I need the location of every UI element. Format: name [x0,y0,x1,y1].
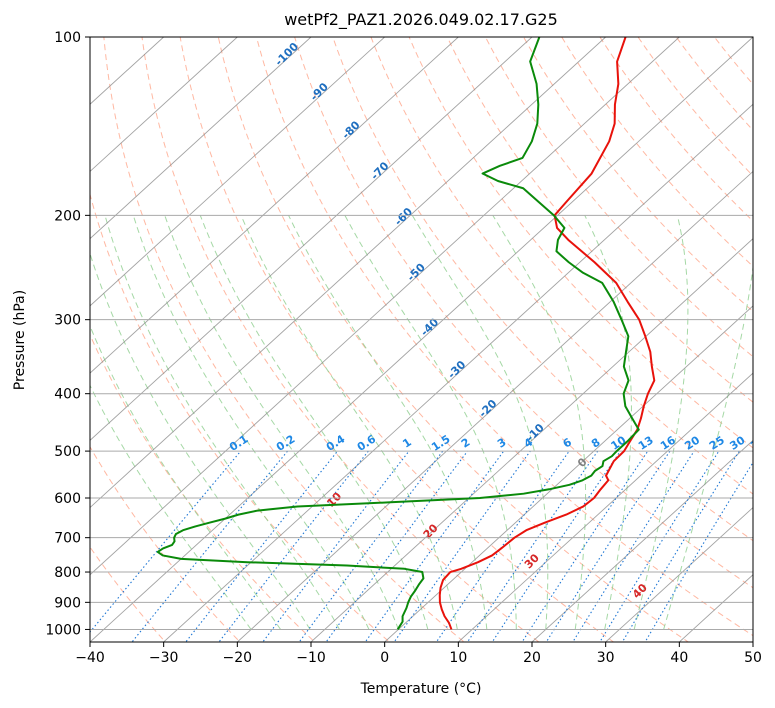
chart-title: wetPf2_PAZ1.2026.049.02.17.G25 [284,10,558,30]
mixing-ratio-label: 36 [748,433,768,452]
dry-adiabat-line [90,333,316,642]
isotherm-line [90,37,533,441]
data-series [156,37,656,630]
isotherm-line [384,305,753,642]
dry-adiabat-line [141,37,540,642]
y-tick-label: 100 [54,30,81,46]
y-tick-label: 1000 [45,622,81,638]
dry-adiabat-line [217,37,690,642]
dry-adiabat-line [294,37,753,589]
mixing-ratio-line [521,450,649,642]
y-tick-label: 300 [54,313,81,329]
x-axis: −40 −30 −20 −10 0 10 20 30 40 50 [75,642,762,666]
x-tick-label: −10 [296,650,326,666]
y-tick-label: 800 [54,565,81,581]
dry-adiabat-line [637,37,753,177]
dry-adiabat-line [90,192,391,642]
isotherm-line [90,37,680,576]
x-tick-label: 0 [380,650,389,666]
x-tick-label: 30 [597,650,615,666]
x-tick-label: 20 [523,650,541,666]
mixing-ratio-line [364,450,505,642]
dry-adiabat-line [523,37,753,313]
x-tick-label: 50 [744,650,762,666]
y-tick-label: 700 [54,531,81,547]
mixing-ratio-line [218,450,369,642]
mixing-ratio-line [435,450,570,642]
x-tick-label: 40 [670,650,688,666]
isotherm-line [90,37,753,642]
isotherm-line [605,506,753,642]
y-tick-label: 600 [54,491,81,507]
y-tick-label: 900 [54,595,81,611]
mixing-ratio-line [644,461,753,642]
isotherm-line [531,439,753,642]
temperature-profile-line [438,37,656,630]
isotherm-line [90,37,312,240]
isotherm-line [90,37,459,374]
dry-adiabat-line [90,546,166,642]
moist-adiabat-line [663,263,753,630]
dry-adiabat-line [561,37,753,267]
x-tick-label: −20 [223,650,253,666]
y-axis: 1000 900 800 700 600 500 400 300 200 100 [45,30,90,638]
mixing-ratio-line [393,450,531,642]
x-tick-label: 10 [449,650,467,666]
isotherm-line [90,37,606,509]
moist-adiabat-line [104,215,340,630]
mixing-ratio-line [545,450,671,642]
y-axis-label: Pressure (hPa) [12,290,28,390]
dry-adiabat-line [446,37,753,403]
x-tick-label: −40 [75,650,105,666]
plot-frame [89,36,754,643]
dry-adiabat-line [255,37,753,637]
mixing-ratio-line [466,450,599,642]
y-tick-label: 500 [54,444,81,460]
y-tick-label: 200 [54,208,81,224]
isotherm-line [90,37,238,173]
isotherm-line [237,170,753,642]
dry-adiabat-line [332,37,753,542]
mixing-ratio-line [491,450,621,642]
mixing-ratio-line [185,450,338,642]
isotherm-line [90,37,385,307]
y-tick-label: 400 [54,387,81,403]
x-axis-label: Temperature (°C) [360,681,482,697]
mixing-ratio-line [262,450,410,642]
isotherm-line [163,103,753,642]
isotherm-line [310,238,753,642]
dewpoint-profile-line [156,37,640,630]
isotherm-line [458,372,753,642]
dry-adiabat-line [103,37,465,642]
x-tick-label: −30 [149,650,179,666]
